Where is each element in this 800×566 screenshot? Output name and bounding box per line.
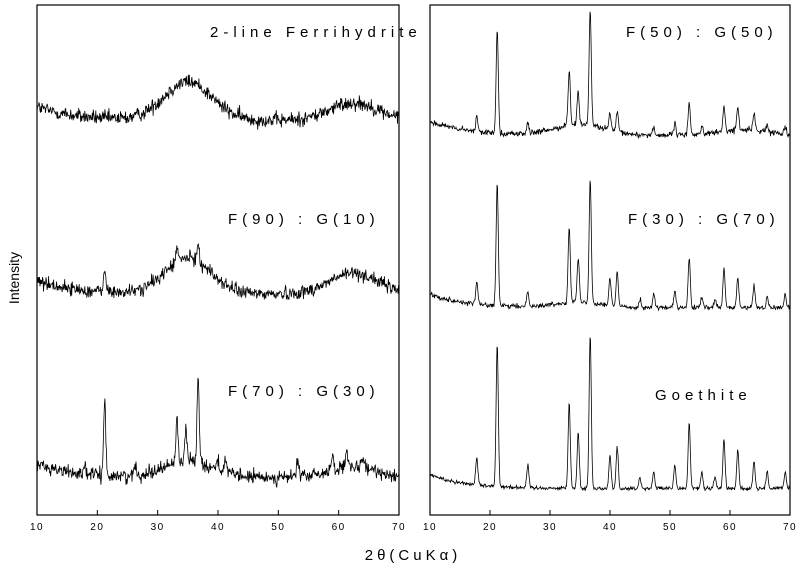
xrd-pattern-3 <box>36 377 400 488</box>
x-tick-label: 20 <box>90 522 104 533</box>
x-tick-label: 60 <box>723 522 737 533</box>
pattern-label: Goethite <box>655 387 752 404</box>
x-tick-label: 50 <box>663 522 677 533</box>
pattern-label: F(30) : G(70) <box>628 211 780 228</box>
right-panel: 10 20 30 40 50 60 70 F(50) : G(50) F(30) : G(70)… <box>423 4 797 533</box>
x-tick-label: 40 <box>211 522 225 533</box>
x-tick-label: 30 <box>151 522 165 533</box>
xrd-pattern-2 <box>36 243 400 301</box>
pattern-label: F(70) : G(30) <box>228 383 380 400</box>
pattern-label: F(50) : G(50) <box>626 24 778 41</box>
x-tick-label: 50 <box>271 522 285 533</box>
xrd-pattern-1 <box>36 74 400 130</box>
x-tick-label: 10 <box>423 522 437 533</box>
x-tick-label: 60 <box>332 522 346 533</box>
x-tick-label: 70 <box>392 522 406 533</box>
x-tick-label: 30 <box>543 522 557 533</box>
xrd-pattern-1 <box>429 11 791 140</box>
pattern-label: 2-line Ferrihydrite <box>210 24 422 41</box>
x-tick-label: 70 <box>783 522 797 533</box>
x-tick-label: 40 <box>603 522 617 533</box>
xrd-pattern-2 <box>429 180 791 312</box>
pattern-label: F(90) : G(10) <box>228 211 380 228</box>
x-tick-label: 10 <box>30 522 44 533</box>
xrd-pattern-3 <box>429 337 791 492</box>
x-axis-title: 2θ(CuKα) <box>365 547 462 564</box>
x-tick-label: 20 <box>483 522 497 533</box>
left-panel: 10 20 30 40 50 60 70 2-line Ferrihydrite F(90) :… <box>30 4 422 533</box>
y-axis-title: Intensity <box>6 252 22 304</box>
